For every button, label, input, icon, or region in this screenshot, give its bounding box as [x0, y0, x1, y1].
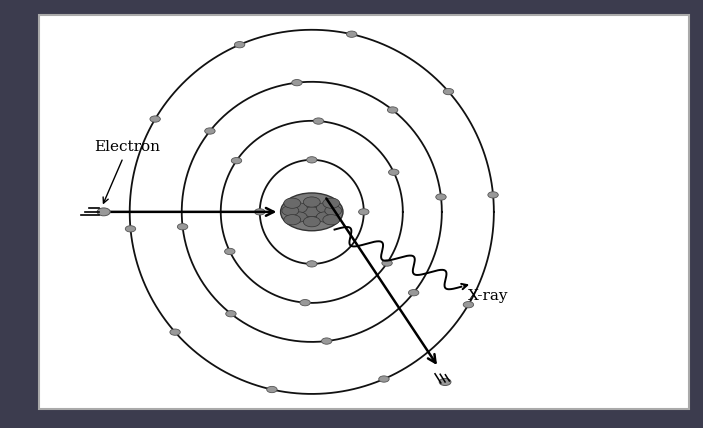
Circle shape [292, 80, 302, 86]
Circle shape [408, 290, 419, 296]
Circle shape [284, 198, 301, 208]
Circle shape [234, 42, 245, 48]
Circle shape [314, 118, 323, 124]
Circle shape [284, 214, 301, 225]
Circle shape [307, 157, 317, 163]
Circle shape [323, 214, 340, 225]
Circle shape [316, 212, 333, 222]
Circle shape [444, 89, 453, 95]
Circle shape [347, 31, 357, 37]
Circle shape [125, 226, 136, 232]
Circle shape [389, 169, 399, 175]
Circle shape [150, 116, 160, 122]
Circle shape [282, 205, 299, 216]
Circle shape [379, 376, 389, 382]
Circle shape [436, 194, 446, 200]
Circle shape [170, 329, 180, 335]
Circle shape [205, 128, 215, 134]
Circle shape [463, 302, 474, 308]
Circle shape [280, 193, 343, 231]
Text: X-ray: X-ray [468, 289, 508, 303]
Circle shape [226, 311, 236, 317]
Circle shape [290, 203, 307, 213]
Text: Electron: Electron [94, 140, 160, 154]
Circle shape [488, 192, 498, 198]
Circle shape [303, 207, 321, 217]
Circle shape [307, 261, 317, 267]
Circle shape [316, 203, 333, 213]
Circle shape [231, 158, 242, 164]
Circle shape [177, 223, 188, 230]
Circle shape [303, 197, 321, 207]
Circle shape [359, 209, 369, 215]
Circle shape [325, 205, 342, 216]
Circle shape [224, 248, 235, 255]
Circle shape [290, 212, 307, 222]
Circle shape [321, 338, 332, 344]
Circle shape [387, 107, 398, 113]
Circle shape [254, 209, 265, 215]
Circle shape [323, 198, 340, 208]
Circle shape [439, 378, 451, 386]
Circle shape [266, 386, 277, 392]
Circle shape [382, 260, 392, 266]
Circle shape [300, 300, 310, 306]
Circle shape [97, 208, 110, 216]
Circle shape [303, 217, 321, 227]
